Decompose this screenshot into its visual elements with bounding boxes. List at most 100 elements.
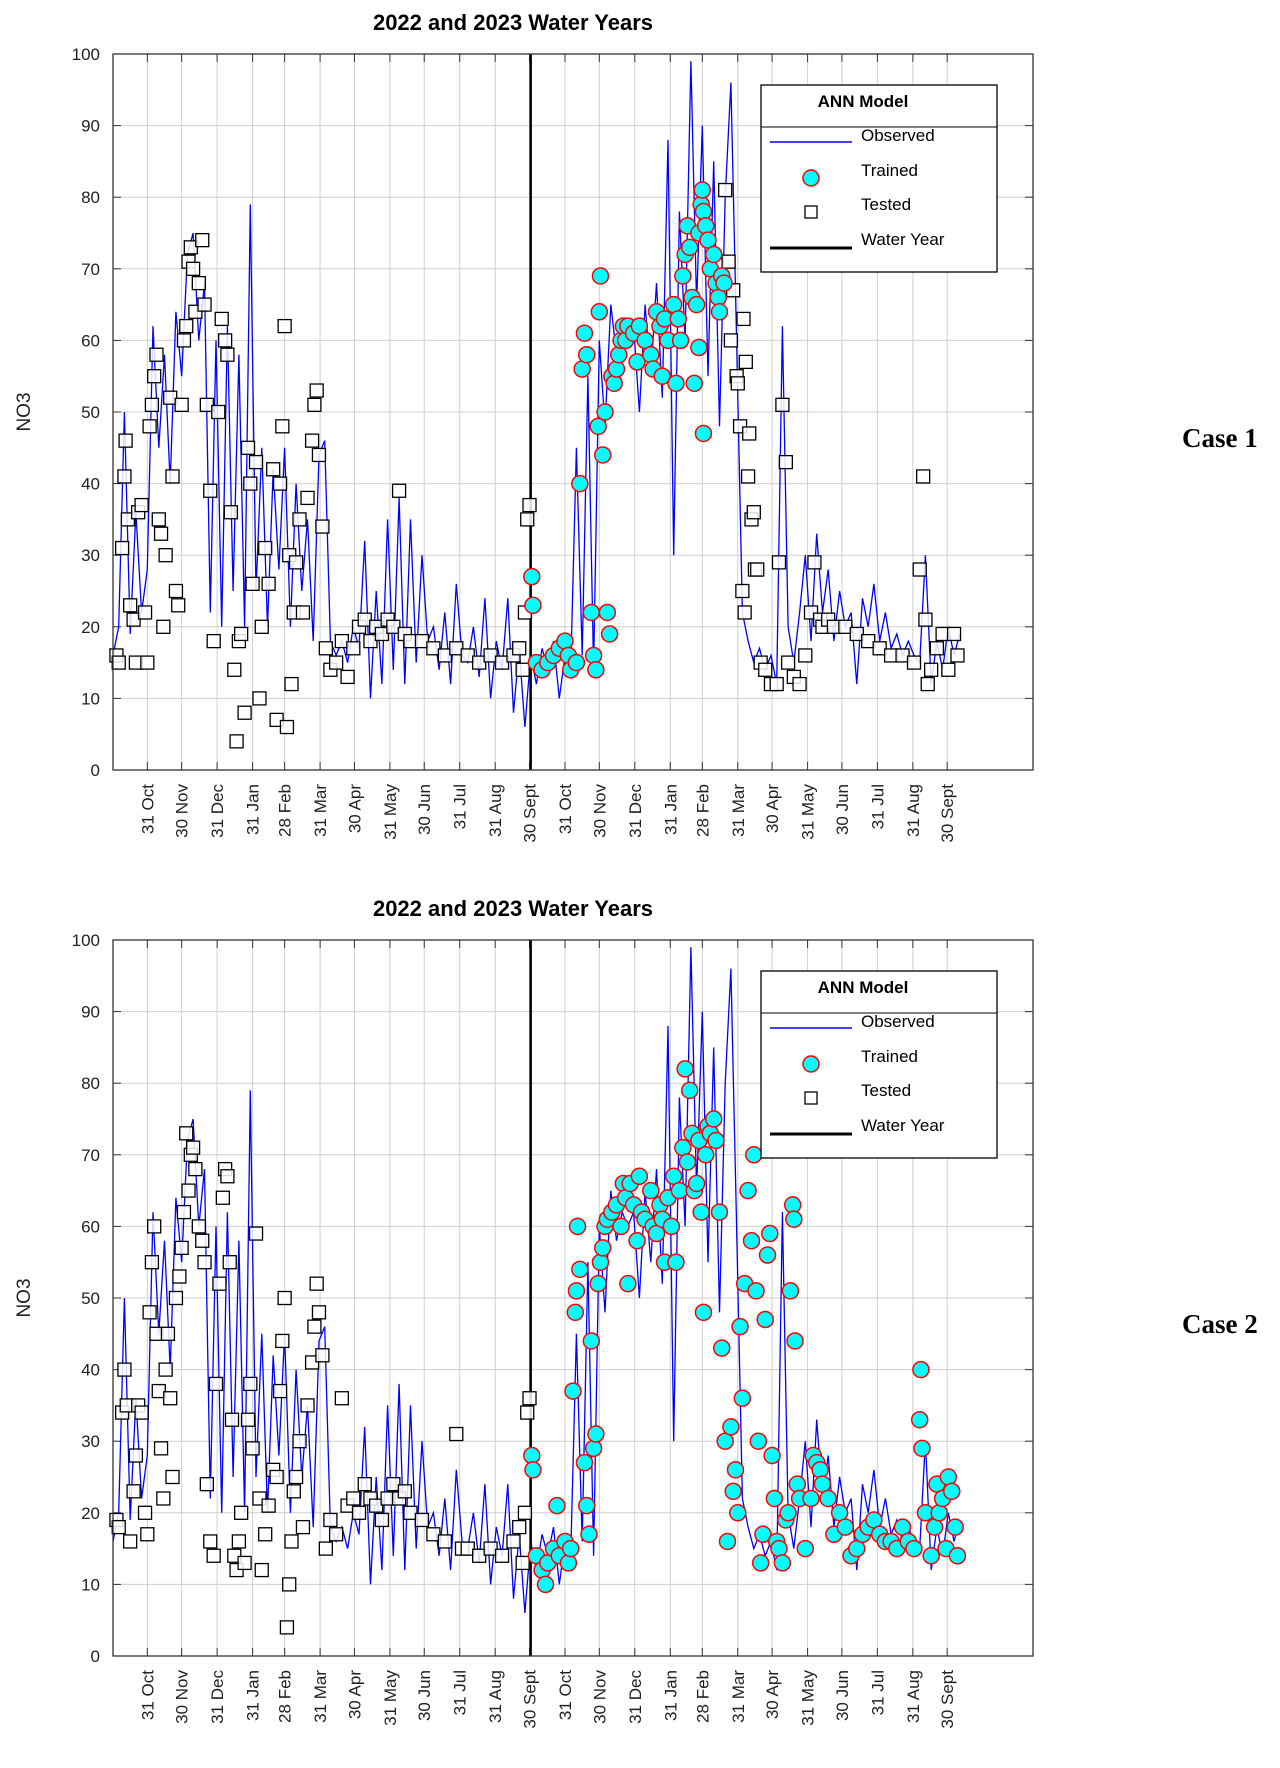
tested-point [237, 1555, 252, 1571]
trained-point [930, 1504, 948, 1522]
tested-point [153, 1441, 169, 1456]
tested-point [185, 1140, 201, 1155]
tested-point [111, 1519, 126, 1535]
tested-point [137, 1505, 153, 1520]
y-tick-label: 70 [81, 260, 100, 279]
trained-point [925, 1518, 944, 1536]
tested-point [437, 648, 452, 663]
x-tick-label: 30 Jun [833, 1670, 852, 1721]
trained-point [619, 1274, 637, 1293]
legend-tested-swatch [804, 1091, 818, 1105]
tested-point [872, 641, 887, 656]
tested-point [147, 369, 162, 384]
tested-point [426, 641, 441, 656]
x-tick-label: 30 Jun [415, 1670, 434, 1721]
tested-point [191, 275, 206, 291]
tested-point [279, 719, 295, 735]
trained-point [763, 1446, 781, 1465]
tested-point [437, 1534, 452, 1549]
tested-point [156, 619, 171, 634]
tested-point [123, 1534, 138, 1549]
tested-point [144, 1255, 160, 1270]
trained-point [605, 374, 623, 393]
tested-point [522, 1391, 537, 1406]
trained-point [568, 1217, 587, 1236]
trained-point [696, 1146, 715, 1164]
trained-point [718, 1532, 737, 1551]
tested-point [266, 462, 281, 477]
trained-point [731, 1317, 749, 1336]
x-tick-label: 30 Jun [415, 784, 434, 835]
legend-label: Tested [861, 195, 911, 214]
x-tick-label: 31 Jul [451, 1670, 470, 1715]
x-tick-label: 31 Aug [486, 1670, 505, 1723]
tested-point [179, 1126, 194, 1141]
tested-point [286, 1484, 301, 1499]
trained-point [577, 1496, 596, 1515]
tested-point [284, 1534, 299, 1549]
x-tick-label: 28 Feb [276, 784, 295, 837]
tested-point [838, 619, 853, 634]
tested-point [248, 454, 264, 470]
tested-point [778, 454, 793, 470]
tested-point [807, 555, 822, 570]
trained-point [749, 1432, 768, 1450]
trained-point [756, 1310, 774, 1329]
tested-point [363, 633, 378, 649]
tested-point [245, 1441, 260, 1456]
tested-point [929, 641, 945, 656]
tested-point [512, 641, 527, 656]
tested-point [254, 619, 269, 634]
trained-point [722, 1418, 740, 1436]
tested-point [460, 1541, 475, 1556]
trained-point [612, 1217, 630, 1236]
tested-point [158, 548, 173, 563]
trained-point [548, 1496, 566, 1515]
trained-point [523, 567, 541, 586]
trained-point [680, 1081, 699, 1100]
trained-point [773, 1554, 792, 1572]
tested-point [248, 1226, 264, 1241]
tested-point [318, 1541, 333, 1556]
trained-point [670, 1181, 689, 1200]
y-tick-label: 50 [81, 1289, 100, 1308]
y-tick-label: 0 [91, 761, 100, 780]
x-tick-label: 31 Mar [311, 1670, 330, 1723]
legend-box [760, 84, 998, 273]
tested-point [211, 404, 226, 420]
tested-point [288, 555, 304, 570]
trained-point [765, 1489, 784, 1508]
tested-point [237, 705, 252, 720]
tested-point [912, 562, 927, 577]
tested-point [117, 469, 132, 484]
tested-point [272, 1383, 288, 1399]
tested-point [234, 1505, 249, 1520]
trained-point [561, 1539, 580, 1558]
tested-point [918, 612, 933, 627]
legend-title: ANN Model [818, 92, 909, 111]
tested-point [220, 347, 235, 362]
x-tick-label: 31 May [381, 784, 400, 840]
tested-point [227, 662, 242, 677]
trained-point [589, 417, 607, 436]
tested-point [165, 1469, 180, 1485]
tested-point [123, 598, 138, 613]
tested-point [738, 354, 753, 370]
y-tick-label: 60 [81, 331, 100, 350]
trained-point [761, 1224, 779, 1243]
tested-point [740, 469, 756, 484]
tested-point [515, 1555, 530, 1571]
tested-point [240, 440, 256, 455]
trained-point [758, 1246, 777, 1264]
tested-point [334, 1391, 350, 1406]
tested-point [231, 1534, 247, 1549]
tested-point [426, 1527, 441, 1542]
x-tick-label: 30 Sept [938, 784, 957, 843]
tested-point [181, 1183, 196, 1198]
x-tick-label: 31 Jan [661, 784, 680, 835]
tested-point [168, 1290, 184, 1306]
chart-case-1: 2022 and 2023 Water Years 0 10 20 30 40 50 60 70… [14, 10, 1258, 843]
trained-point [590, 303, 609, 321]
trained-point [600, 625, 619, 643]
trained-point [710, 303, 729, 321]
